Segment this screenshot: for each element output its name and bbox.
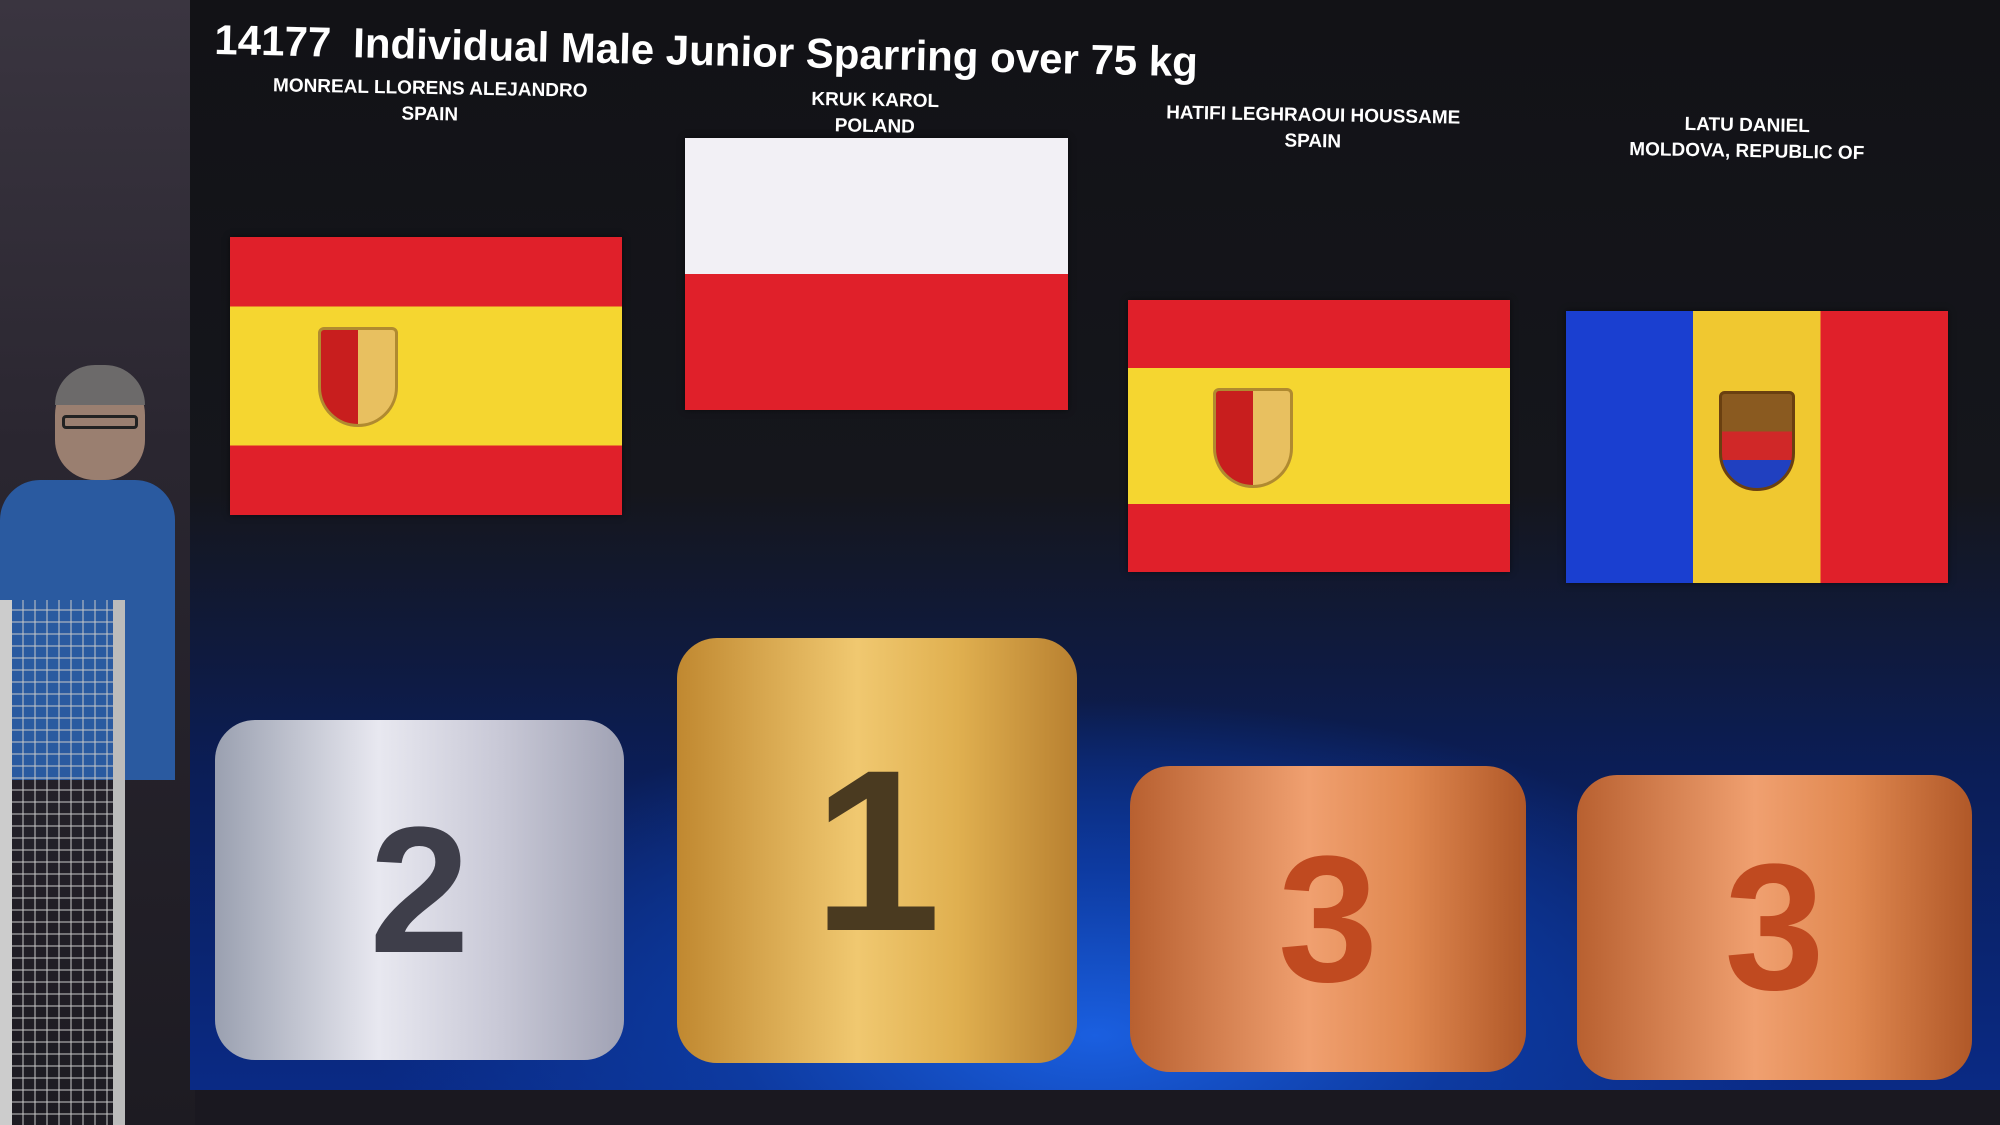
flag-spain <box>230 237 622 515</box>
athlete-label-1st: KRUK KAROL POLAND <box>665 84 1086 143</box>
venue-background <box>0 0 195 1125</box>
event-number: 14177 <box>213 16 332 66</box>
coat-of-arms-icon <box>1719 391 1795 491</box>
place-number: 2 <box>369 789 470 991</box>
railing <box>0 600 125 1125</box>
place-number: 1 <box>813 722 941 979</box>
athlete-label-2nd: MONREAL LLORENS ALEJANDRO SPAIN <box>220 72 641 131</box>
coat-of-arms-icon <box>1213 388 1293 488</box>
place-number: 3 <box>1724 827 1825 1028</box>
flag-poland <box>685 138 1068 410</box>
athlete-label-3rd-a: HATIFI LEGHRAOUI HOUSSAME SPAIN <box>1103 99 1524 158</box>
athlete-label-3rd-b: LATU DANIEL MOLDOVA, REPUBLIC OF <box>1537 109 1958 168</box>
flag-moldova <box>1566 311 1948 583</box>
podium-3rd-b: 3 <box>1577 775 1972 1080</box>
flag-spain <box>1128 300 1510 572</box>
podium-3rd-a: 3 <box>1130 766 1526 1072</box>
podium-1st: 1 <box>677 638 1077 1063</box>
podium-2nd: 2 <box>215 720 624 1060</box>
coat-of-arms-icon <box>318 327 398 427</box>
place-number: 3 <box>1277 818 1379 1020</box>
